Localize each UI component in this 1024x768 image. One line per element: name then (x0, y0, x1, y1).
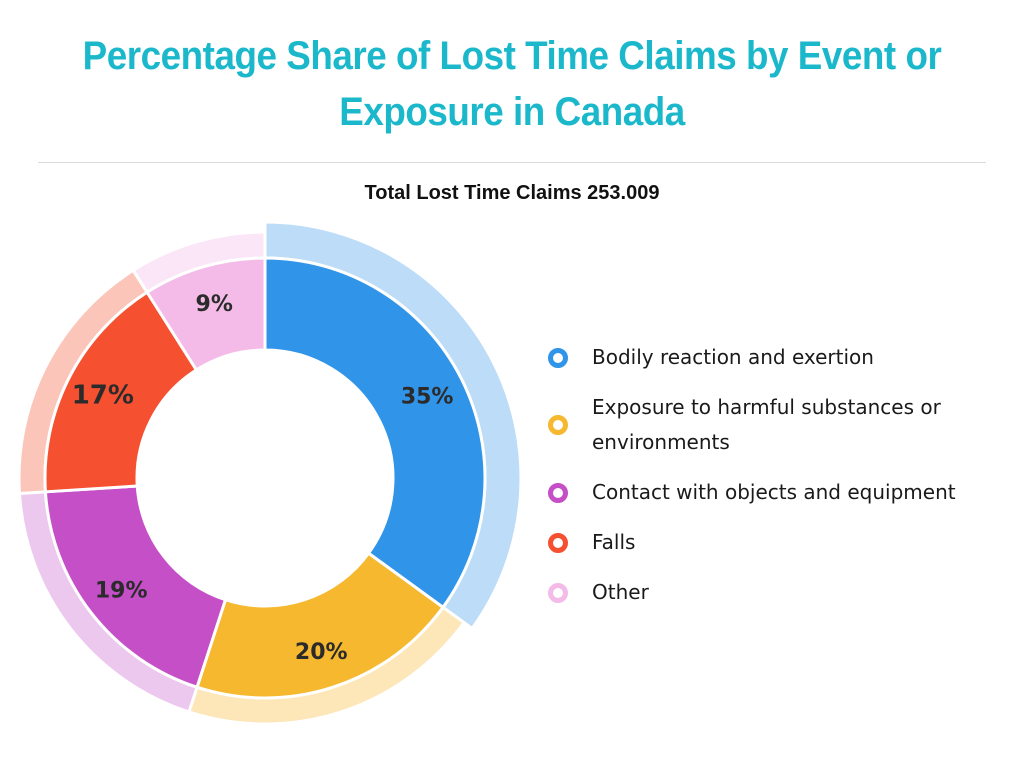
legend-item-falls[interactable]: Falls (548, 525, 998, 560)
ring-marker-icon (548, 532, 568, 553)
ring-marker-icon (548, 347, 568, 368)
donut-chart: 35% 20% 19% 17% 9% (0, 220, 530, 740)
legend-label: Exposure to harmful substances or enviro… (592, 395, 941, 454)
legend-label: Falls (592, 530, 636, 554)
slice-label: 35% (401, 384, 454, 409)
legend-item-contact[interactable]: Contact with objects and equipment (548, 475, 998, 510)
legend-label: Bodily reaction and exertion (592, 345, 874, 369)
slice-label: 20% (295, 640, 348, 665)
legend-item-exposure[interactable]: Exposure to harmful substances or enviro… (548, 390, 998, 460)
slice-label: 19% (95, 579, 148, 604)
chart-subtitle: Total Lost Time Claims 253.009 (364, 182, 660, 204)
legend-label: Contact with objects and equipment (592, 480, 956, 504)
divider (38, 162, 986, 163)
slice-0[interactable] (263, 256, 487, 610)
slice-label: 17% (72, 380, 134, 410)
slice-label: 9% (196, 292, 233, 317)
legend-item-other[interactable]: Other (548, 575, 998, 610)
ring-marker-icon (548, 482, 568, 503)
slice-2[interactable] (43, 484, 228, 690)
ring-marker-icon (548, 582, 568, 603)
slice-1[interactable] (195, 551, 446, 700)
legend: Bodily reaction and exertion Exposure to… (548, 340, 998, 625)
chart-title: Percentage Share of Lost Time Claims by … (82, 34, 942, 134)
slice-3[interactable] (43, 290, 199, 494)
legend-item-bodily[interactable]: Bodily reaction and exertion (548, 340, 998, 375)
slice-4[interactable] (145, 256, 267, 372)
ring-marker-icon (548, 415, 568, 435)
legend-label: Other (592, 580, 649, 604)
